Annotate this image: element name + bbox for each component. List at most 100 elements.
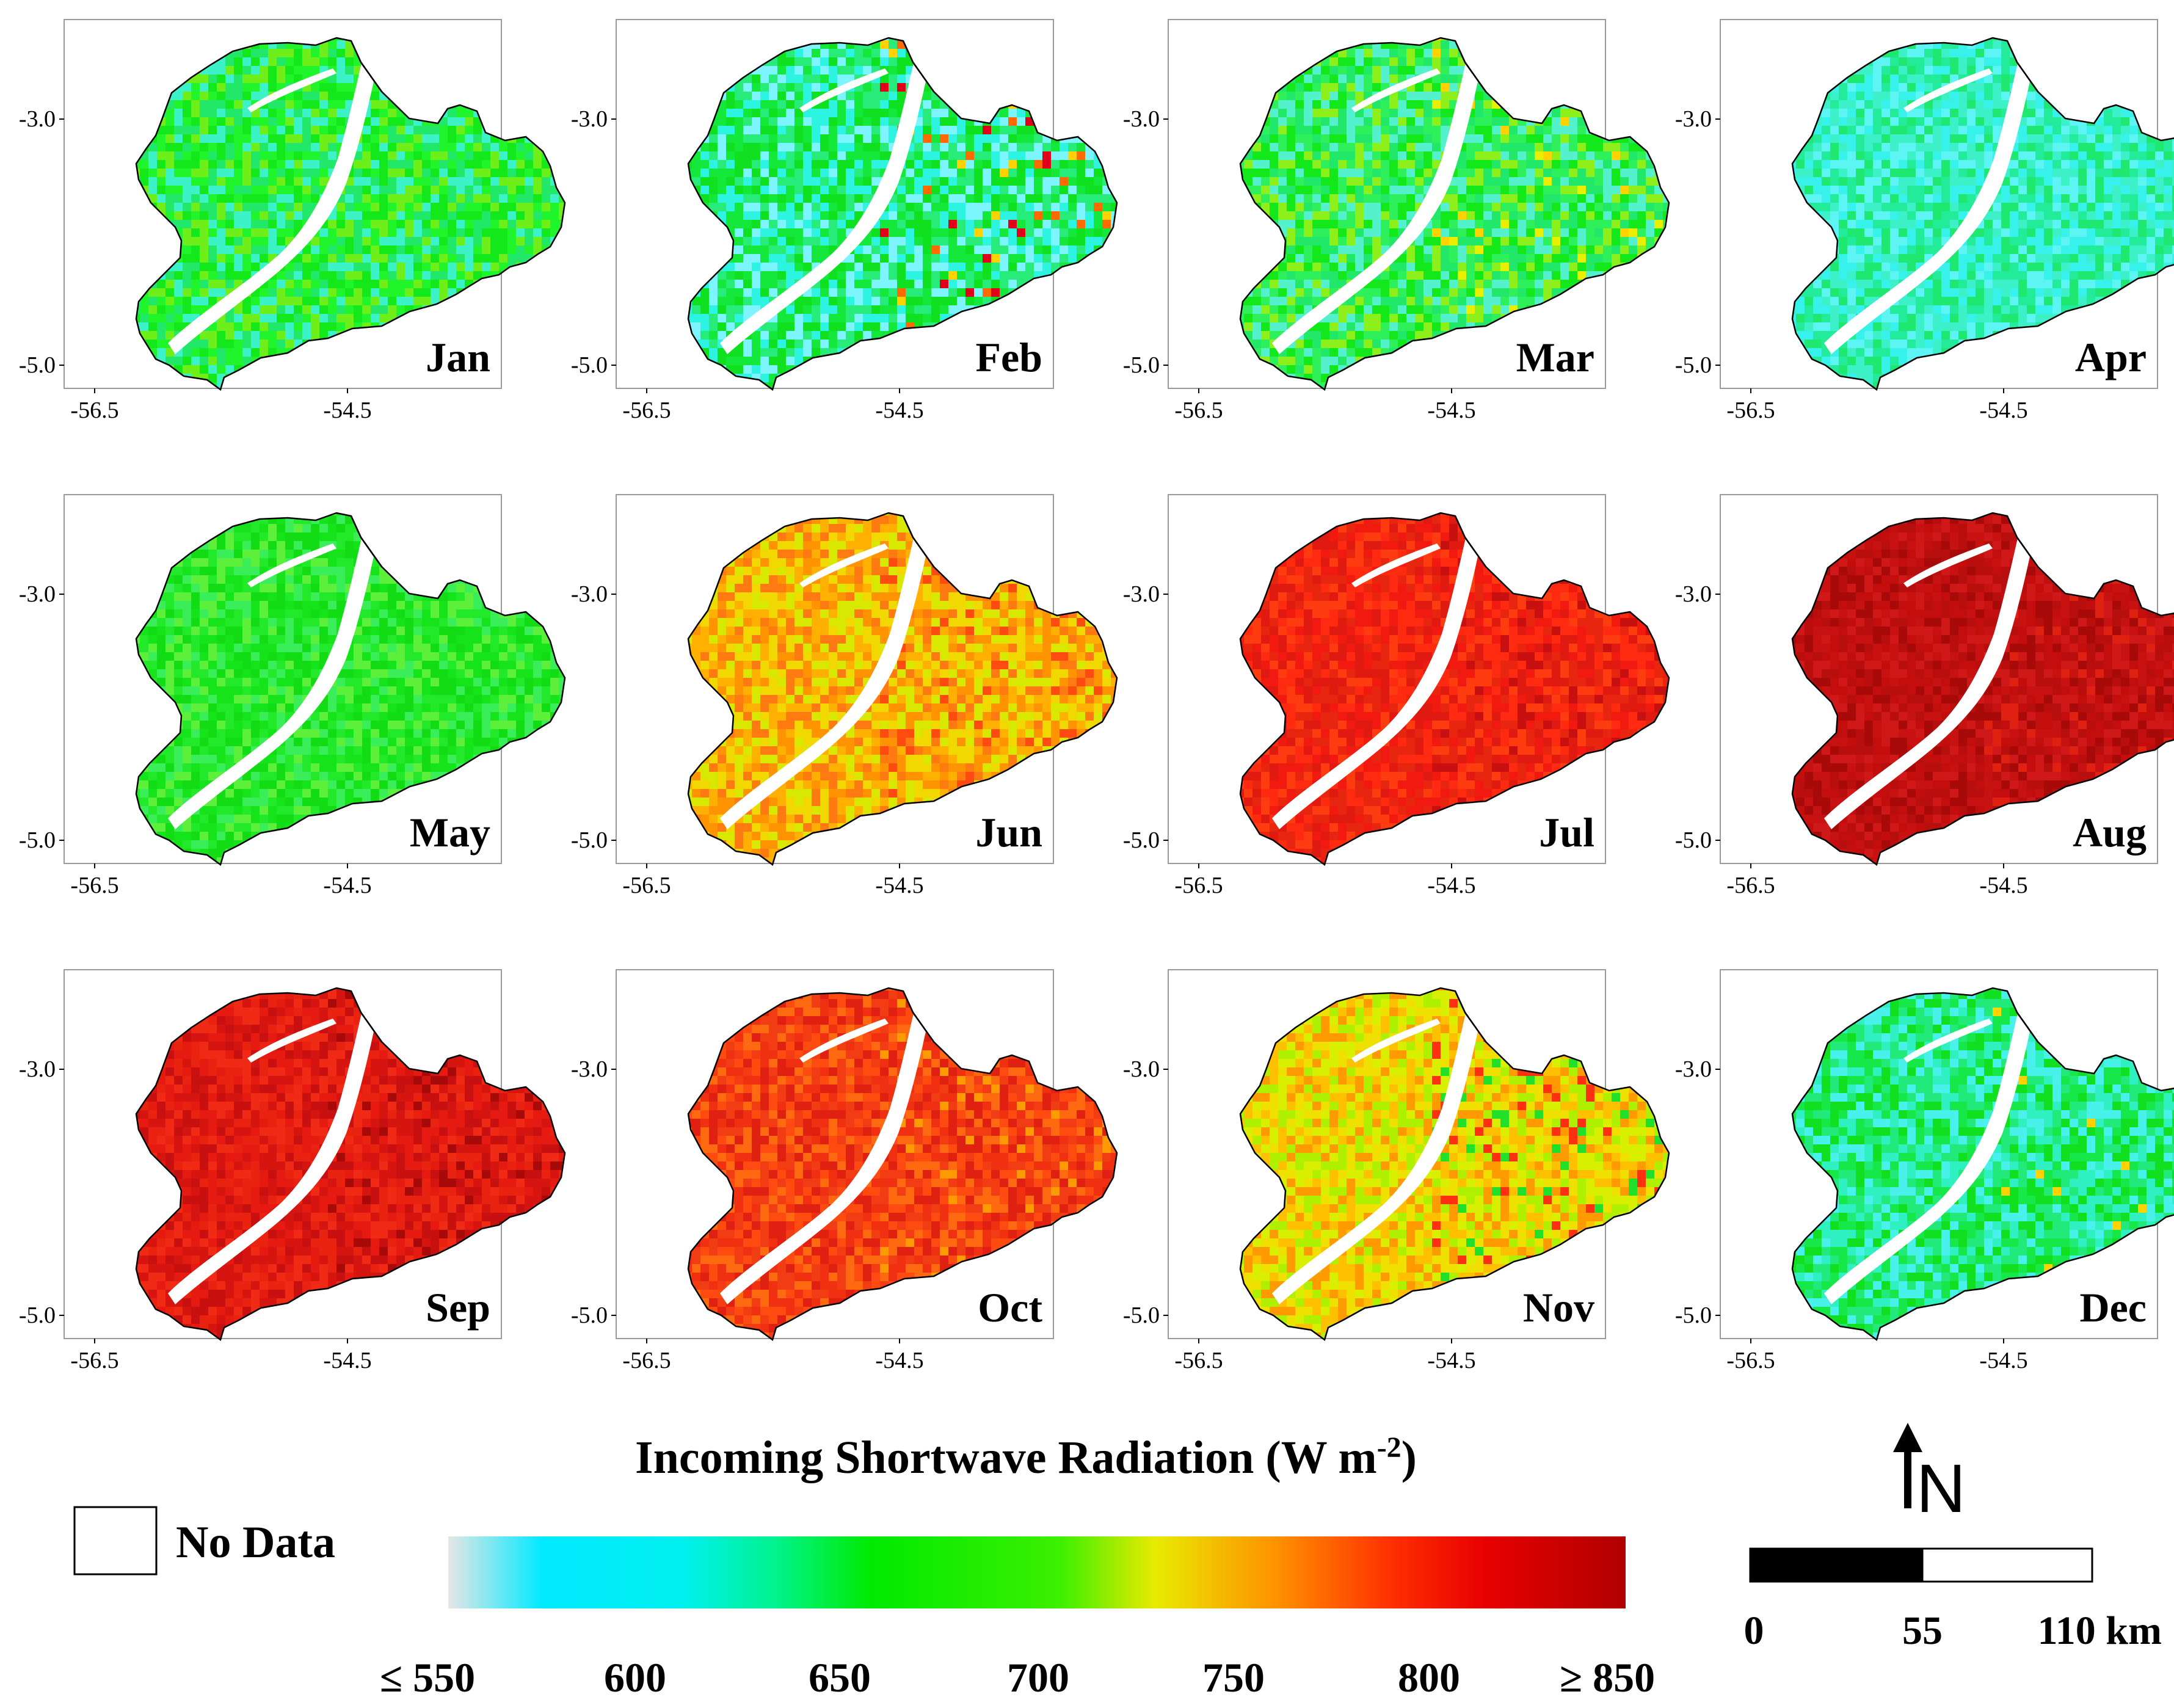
legend-title-text: Incoming Shortwave Radiation (W m [635, 1432, 1377, 1483]
y-axis-label: -3.0 [571, 1056, 608, 1082]
x-axis-label: -56.5 [622, 873, 671, 898]
month-label: Mar [1516, 334, 1594, 380]
coastline [350, 990, 383, 1042]
y-axis-label: -5.0 [19, 1303, 56, 1328]
coastline [1454, 515, 1487, 567]
region-boundary [135, 37, 566, 391]
monthly-map-panels: -3.0 -5.0 -56.5 -54.5 Jan -3.0 -5.0 -56.5 -54.5 F… [19, 19, 2174, 1373]
map-panel-mar: -3.0 -5.0 -56.5 -54.5 Mar [1123, 19, 1670, 423]
region-boundary [135, 512, 566, 867]
legend-title-superscript: -2 [1377, 1431, 1401, 1464]
y-axis-label: -5.0 [571, 1303, 608, 1328]
y-axis-label: -3.0 [19, 581, 56, 607]
colorbar-tick-label: 600 [604, 1654, 666, 1701]
y-axis-label: -3.0 [1123, 106, 1160, 132]
x-axis-label: -54.5 [1979, 398, 2027, 423]
x-axis-label: -56.5 [1726, 873, 1775, 898]
x-axis-label: -54.5 [1427, 1348, 1475, 1373]
month-label: May [410, 809, 490, 856]
scale-bar-black-segment [1749, 1547, 1924, 1583]
y-axis-label: -3.0 [571, 106, 608, 132]
region-boundary [1791, 987, 2174, 1342]
x-axis-label: -54.5 [1427, 398, 1475, 423]
y-axis-label: -3.0 [1675, 106, 1712, 132]
y-axis-label: -5.0 [571, 352, 608, 378]
colorbar [448, 1536, 1626, 1608]
x-axis-label: -56.5 [1726, 398, 1775, 423]
map-panel-sep: -3.0 -5.0 -56.5 -54.5 Sep [19, 969, 566, 1373]
y-axis-label: -5.0 [1123, 1303, 1160, 1328]
x-axis-label: -54.5 [323, 873, 371, 898]
y-axis-label: -5.0 [571, 827, 608, 853]
map-panel-dec: -3.0 -5.0 -56.5 -54.5 Dec [1675, 969, 2174, 1373]
x-axis-label: -56.5 [622, 1348, 671, 1373]
scale-label-110: 110 km [2037, 1608, 2162, 1653]
y-axis-label: -5.0 [19, 352, 56, 378]
y-axis-label: -5.0 [1675, 1303, 1712, 1328]
map-panel-jun: -3.0 -5.0 -56.5 -54.5 Jun [571, 494, 1118, 898]
month-label: Nov [1523, 1284, 1594, 1331]
y-axis-label: -5.0 [1123, 352, 1160, 378]
x-axis-label: -56.5 [70, 1348, 118, 1373]
colorbar-tick-label: ≥ 850 [1560, 1654, 1655, 1701]
map-panel-apr: -3.0 -5.0 -56.5 -54.5 Apr [1675, 19, 2174, 423]
region-boundary [1239, 37, 1670, 391]
map-panel-jan: -3.0 -5.0 -56.5 -54.5 Jan [19, 19, 566, 423]
nodata-swatch [73, 1506, 158, 1575]
x-axis-label: -56.5 [1174, 1348, 1223, 1373]
coastline [350, 515, 383, 567]
y-axis-label: -5.0 [1675, 827, 1712, 853]
month-label: Dec [2080, 1284, 2147, 1331]
month-label: Oct [978, 1284, 1042, 1331]
coastline [2006, 40, 2039, 92]
map-panel-feb: -3.0 -5.0 -56.5 -54.5 Feb [571, 19, 1118, 423]
x-axis-label: -54.5 [875, 1348, 923, 1373]
month-label: Apr [2075, 334, 2147, 380]
map-panel-aug: -3.0 -5.0 -56.5 -54.5 Aug [1675, 494, 2174, 898]
x-axis-label: -54.5 [875, 398, 923, 423]
month-label: Feb [975, 334, 1042, 380]
coastline [902, 990, 935, 1042]
x-axis-label: -54.5 [1427, 873, 1475, 898]
y-axis-label: -3.0 [1675, 1056, 1712, 1082]
legend-title-close: ) [1401, 1432, 1417, 1483]
coastline [1454, 40, 1487, 92]
month-label: Jul [1539, 809, 1594, 856]
x-axis-label: -56.5 [622, 398, 671, 423]
y-axis-label: -5.0 [1123, 827, 1160, 853]
y-axis-label: -3.0 [571, 581, 608, 607]
legend: Incoming Shortwave Radiation (W m-2) No … [73, 1423, 2162, 1701]
x-axis-label: -56.5 [1174, 873, 1223, 898]
month-label: Sep [426, 1284, 490, 1331]
region-boundary [1791, 37, 2174, 391]
y-axis-label: -3.0 [19, 1056, 56, 1082]
month-label: Aug [2073, 809, 2147, 856]
colorbar-tick-label: 750 [1202, 1654, 1265, 1701]
x-axis-label: -54.5 [323, 1348, 371, 1373]
region-boundary [1791, 512, 2174, 867]
north-arrow-label: N [1916, 1450, 1966, 1527]
region-boundary [687, 987, 1118, 1342]
x-axis-label: -56.5 [70, 398, 118, 423]
legend-title: Incoming Shortwave Radiation (W m-2) [635, 1431, 1417, 1483]
region-boundary [135, 987, 566, 1342]
x-axis-label: -56.5 [1174, 398, 1223, 423]
coastline [2006, 515, 2039, 567]
y-axis-label: -3.0 [1123, 581, 1160, 607]
region-boundary [687, 37, 1118, 391]
region-boundary [1239, 987, 1670, 1342]
month-label: Jun [975, 809, 1042, 856]
colorbar-tick-label: 650 [809, 1654, 871, 1701]
coastline [350, 40, 383, 92]
x-axis-label: -54.5 [323, 398, 371, 423]
scale-label-0: 0 [1744, 1608, 1764, 1653]
north-arrow-head [1893, 1423, 1922, 1452]
y-axis-label: -5.0 [19, 827, 56, 853]
x-axis-label: -56.5 [70, 873, 118, 898]
map-panel-oct: -3.0 -5.0 -56.5 -54.5 Oct [571, 969, 1118, 1373]
map-panel-nov: -3.0 -5.0 -56.5 -54.5 Nov [1123, 969, 1670, 1373]
colorbar-tick-label: 700 [1007, 1654, 1069, 1701]
x-axis-label: -54.5 [875, 873, 923, 898]
north-arrow: N [1893, 1423, 1966, 1527]
